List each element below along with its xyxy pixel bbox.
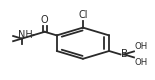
Text: O: O	[41, 15, 49, 25]
Text: OH: OH	[135, 58, 148, 67]
Text: OH: OH	[135, 42, 148, 51]
Text: B: B	[121, 49, 128, 59]
Text: Cl: Cl	[78, 10, 88, 20]
Text: NH: NH	[18, 30, 33, 40]
